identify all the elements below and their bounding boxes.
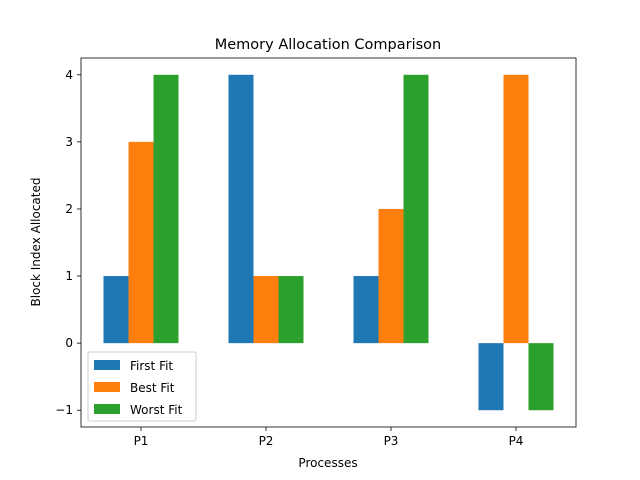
bar-best-fit-p4 — [503, 74, 529, 344]
legend: First Fit Best Fit Worst Fit — [87, 351, 197, 422]
bar-best-fit-p1 — [128, 141, 154, 344]
bars-group — [103, 74, 554, 411]
y-tick-label: 4 — [65, 68, 73, 82]
bar-worst-fit-p3 — [403, 74, 429, 344]
bar-first-fit-p1 — [103, 276, 129, 344]
x-tick-label: P1 — [134, 434, 149, 448]
bar-worst-fit-p2 — [278, 276, 304, 344]
plot-frame — [80, 57, 577, 428]
legend-label-first-fit: First Fit — [130, 359, 173, 373]
legend-label-worst-fit: Worst Fit — [130, 403, 183, 417]
x-tick-label: P2 — [259, 434, 274, 448]
bar-worst-fit-p4 — [528, 343, 554, 411]
y-tick-label: 2 — [65, 202, 73, 216]
legend-label-best-fit: Best Fit — [130, 381, 175, 395]
bar-first-fit-p3 — [353, 276, 379, 344]
x-tick-label: P4 — [509, 434, 524, 448]
ticks-group: P1 P2 P3 P4 −1 0 1 2 3 4 — [55, 68, 523, 448]
legend-swatch-worst-fit — [94, 404, 120, 414]
bar-first-fit-p2 — [228, 74, 254, 344]
bar-best-fit-p2 — [253, 276, 279, 344]
y-tick-label: 3 — [65, 135, 73, 149]
y-axis-label: Block Index Allocated — [29, 178, 43, 307]
legend-swatch-first-fit — [94, 360, 120, 370]
y-tick-label: −1 — [55, 403, 73, 417]
bar-best-fit-p3 — [378, 208, 404, 344]
y-tick-label: 1 — [65, 269, 73, 283]
y-tick-label: 0 — [65, 336, 73, 350]
bar-worst-fit-p1 — [153, 74, 179, 344]
x-tick-label: P3 — [384, 434, 399, 448]
bar-first-fit-p4 — [478, 343, 504, 411]
chart-title: Memory Allocation Comparison — [215, 37, 442, 53]
x-axis-label: Processes — [298, 456, 357, 470]
legend-swatch-best-fit — [94, 382, 120, 392]
